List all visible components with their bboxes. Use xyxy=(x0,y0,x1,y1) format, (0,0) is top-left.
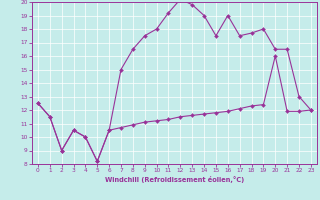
X-axis label: Windchill (Refroidissement éolien,°C): Windchill (Refroidissement éolien,°C) xyxy=(105,176,244,183)
